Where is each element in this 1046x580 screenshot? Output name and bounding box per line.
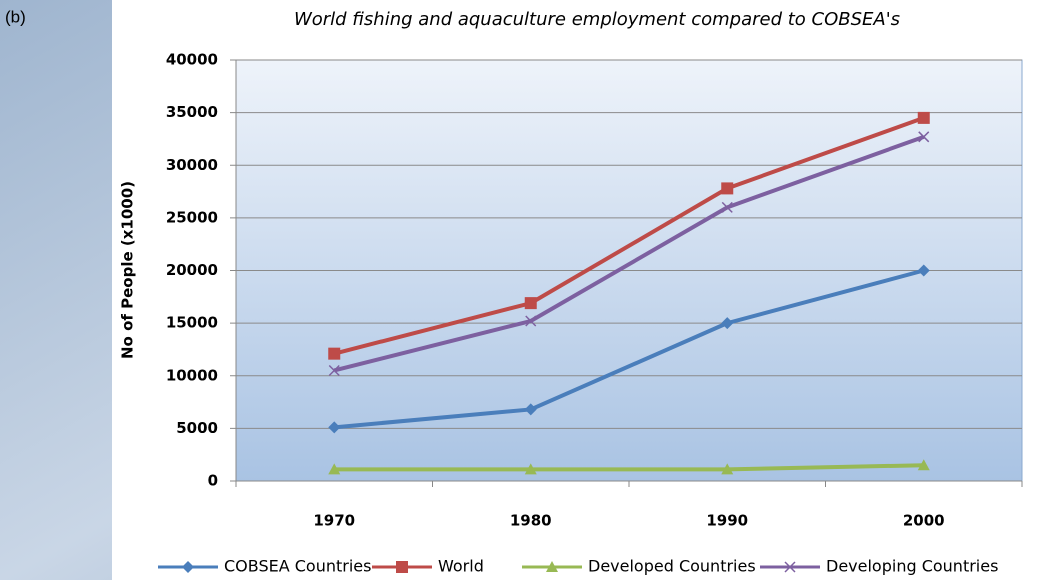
marker xyxy=(721,317,734,330)
marker xyxy=(328,421,341,434)
y-axis-label: No of People (x1000) xyxy=(119,181,137,359)
legend-label: World xyxy=(438,557,484,576)
marker xyxy=(918,131,930,143)
series-line xyxy=(334,463,924,472)
marker xyxy=(524,463,537,475)
marker xyxy=(524,297,537,310)
marker xyxy=(328,364,340,377)
marker xyxy=(525,315,537,327)
panel-label: (b) xyxy=(5,7,26,26)
y-tick-label: 20000 xyxy=(166,261,218,279)
x-tick-label: 1970 xyxy=(313,512,355,530)
legend-label: Developing Countries xyxy=(826,557,998,576)
marker xyxy=(182,561,194,573)
legend-entry: World xyxy=(372,557,484,576)
marker xyxy=(917,111,930,124)
y-tick-label: 0 xyxy=(208,472,218,490)
series-line xyxy=(333,134,925,373)
y-tick-label: 35000 xyxy=(166,103,218,121)
legend-entry: Developed Countries xyxy=(522,557,756,576)
marker xyxy=(546,561,558,572)
y-tick-label: 5000 xyxy=(176,419,218,437)
legend-label: Developed Countries xyxy=(588,557,756,576)
y-tick-label: 15000 xyxy=(166,314,218,332)
chart-title: World fishing and aquaculture employment… xyxy=(294,9,900,30)
marker xyxy=(328,347,341,360)
y-tick-label: 10000 xyxy=(166,366,218,384)
marker xyxy=(784,561,796,573)
marker xyxy=(721,201,733,213)
x-tick-label: 1980 xyxy=(510,512,552,530)
marker xyxy=(917,264,930,277)
marker xyxy=(721,463,734,475)
y-tick-label: 30000 xyxy=(166,156,218,174)
series-line xyxy=(333,116,925,356)
x-tick-label: 1990 xyxy=(706,512,748,530)
legend-label: COBSEA Countries xyxy=(224,557,371,576)
series-line xyxy=(334,268,925,430)
x-tick-label: 2000 xyxy=(903,512,945,530)
marker xyxy=(328,463,341,475)
marker xyxy=(917,459,930,471)
y-tick-label: 40000 xyxy=(166,51,218,69)
y-tick-label: 25000 xyxy=(166,208,218,226)
marker xyxy=(524,403,537,416)
marker xyxy=(721,182,734,195)
legend-entry: COBSEA Countries xyxy=(158,557,371,576)
marker xyxy=(396,561,408,573)
legend-entry: Developing Countries xyxy=(760,557,998,576)
